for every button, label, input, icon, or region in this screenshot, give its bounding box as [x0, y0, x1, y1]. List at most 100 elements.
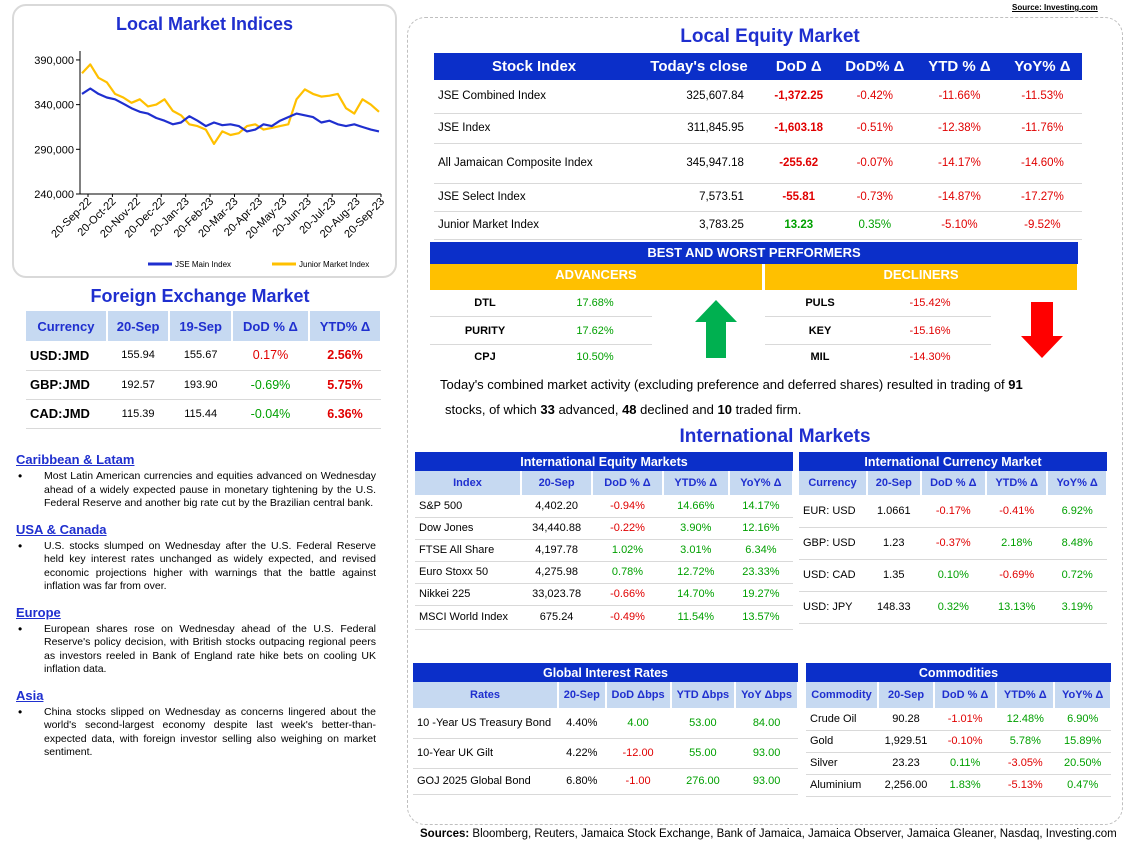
- intl_equity-dod: -0.22%: [592, 517, 663, 540]
- intl_equity-ytd: 11.54%: [662, 605, 729, 630]
- news-heading: Asia: [16, 687, 44, 703]
- intl_equity-yoy: 14.17%: [728, 495, 793, 518]
- equity-ytd: -11.66%: [916, 80, 1003, 114]
- equity-ytd: -14.87%: [916, 183, 1003, 212]
- rates-dod: -1.00: [605, 768, 671, 795]
- equity-row: JSE Select Index 7,573.51 -55.81 -0.73% -14.…: [434, 183, 1082, 212]
- intl_fx-ytd: -0.41%: [986, 495, 1048, 528]
- summary-firm: 10: [717, 402, 732, 417]
- fx-table: Currency 20-Sep 19-Sep DoD % Δ YTD% Δ USD:JM…: [26, 311, 382, 429]
- intl_fx-name: USD: CAD: [799, 559, 867, 592]
- intl_equity-yoy: 19.27%: [728, 583, 793, 606]
- intl_fx-header-cell: DoD % Δ: [920, 471, 988, 495]
- equity-dodp: -0.73%: [833, 183, 917, 212]
- rates-header-cell: Rates: [413, 682, 559, 708]
- advancers-row: PURITY 17.62%: [430, 317, 652, 345]
- intl_equity-header-cell: Index: [415, 471, 522, 495]
- equity-close: 3,783.25: [634, 211, 764, 240]
- rates-row: GOJ 2025 Global Bond 6.80% -1.00 276.00 93.0…: [413, 768, 798, 795]
- equity-row: JSE Index 311,845.95 -1,603.18 -0.51% -12.38…: [434, 113, 1082, 144]
- commodities-yoy: 6.90%: [1054, 708, 1111, 731]
- intl_fx-value: 148.33: [867, 591, 921, 624]
- intl-fx-header-row: Currency 20-Sep DoD % Δ YTD% Δ YoY% Δ: [799, 471, 1108, 495]
- commodities-yoy: 0.47%: [1054, 774, 1111, 797]
- intl_equity-header-cell: DoD % Δ: [592, 471, 664, 495]
- intl_fx-header-cell: YTD% Δ: [986, 471, 1049, 495]
- decliners-pct: -14.30%: [909, 351, 951, 363]
- news-heading: USA & Canada: [16, 521, 107, 537]
- equity-dod: -255.62: [763, 143, 834, 184]
- commodities-yoy: 15.89%: [1054, 730, 1111, 753]
- news-bullet: China stocks slipped on Wednesday as con…: [16, 706, 376, 760]
- fx-currency: CAD:JMD: [26, 399, 107, 429]
- y-tick-label: 390,000: [34, 55, 74, 67]
- equity-dod: -55.81: [763, 183, 834, 212]
- advancers-symbol: DTL: [474, 297, 496, 309]
- rates-row: 10 -Year US Treasury Bond 4.40% 4.00 53.00 8…: [413, 708, 798, 739]
- rates-value: 4.22%: [558, 738, 606, 769]
- equity-header-cell: Stock Index: [491, 58, 577, 75]
- equity-row: JSE Combined Index 325,607.84 -1,372.25 -0.…: [434, 80, 1082, 114]
- equity-yoy: -17.27%: [1002, 183, 1082, 212]
- summary-text-4: declined and: [636, 402, 718, 417]
- commodities-row: Crude Oil 90.28 -1.01% 12.48% 6.90%: [806, 708, 1111, 731]
- fx-currency: USD:JMD: [26, 341, 107, 371]
- advancers-label: ADVANCERS: [430, 264, 762, 290]
- intl_fx-name: USD: JPY: [799, 591, 867, 624]
- intl_equity-value: 33,023.78: [521, 583, 593, 606]
- intl_fx-value: 1.35: [867, 559, 921, 592]
- legend-label: JSE Main Index: [175, 260, 231, 269]
- commodities-ytd: 12.48%: [996, 708, 1055, 731]
- intl_fx-name: EUR: USD: [799, 495, 867, 528]
- fx-header-row: Currency 20-Sep 19-Sep DoD % Δ YTD% Δ: [26, 311, 382, 341]
- summary-text-2: stocks, of which: [445, 402, 541, 417]
- performers-title: BEST AND WORST PERFORMERS: [430, 242, 1078, 264]
- equity-dodp: 0.35%: [833, 211, 917, 240]
- intl_equity-row: Nikkei 225 33,023.78 -0.66% 14.70% 19.27%: [415, 583, 793, 606]
- intl_fx-ytd: -0.69%: [986, 559, 1048, 592]
- intl-equity-table: International Equity Markets Index 20-Sep…: [415, 452, 795, 630]
- fx-row: USD:JMD 155.94 155.67 0.17% 2.56%: [26, 341, 381, 371]
- decliners-row: KEY -15.16%: [765, 317, 991, 345]
- intl_fx-ytd: 2.18%: [986, 527, 1048, 560]
- commodities-header-cell: 20-Sep: [878, 682, 936, 708]
- equity-yoy: -14.60%: [1002, 143, 1082, 184]
- intl_equity-dod: -0.94%: [592, 495, 663, 518]
- advancers-symbol: PURITY: [464, 324, 506, 337]
- equity-dodp: -0.07%: [833, 143, 917, 184]
- equity-dod: -1,603.18: [763, 113, 834, 144]
- intl_equity-name: S&P 500: [415, 495, 521, 518]
- equity-close: 7,573.51: [634, 183, 764, 212]
- decliners-row: PULS -15.42%: [765, 290, 991, 317]
- news-section: Caribbean & Latam Most Latin American cur…: [16, 452, 376, 760]
- equity-close: 345,947.18: [634, 143, 764, 184]
- up-arrow-icon: [695, 300, 737, 358]
- intl_equity-row: Dow Jones 34,440.88 -0.22% 3.90% 12.16%: [415, 517, 793, 540]
- rates-ytd: 276.00: [670, 768, 736, 795]
- intl_equity-value: 4,402.20: [521, 495, 593, 518]
- news-heading: Caribbean & Latam: [16, 452, 135, 467]
- intl_equity-value: 34,440.88: [521, 517, 593, 540]
- y-tick-label: 240,000: [34, 189, 74, 201]
- indices-chart: 390,000340,000290,000240,00020-Sep-2220-…: [34, 51, 387, 269]
- intl_fx-dod: -0.17%: [920, 495, 987, 528]
- fx-header-cell: YTD% Δ: [309, 311, 382, 341]
- intl_equity-yoy: 6.34%: [728, 539, 793, 562]
- commodities-dod: -0.10%: [934, 730, 997, 753]
- fx-row: GBP:JMD 192.57 193.90 -0.69% 5.75%: [26, 370, 381, 400]
- equity-ytd: -14.17%: [916, 143, 1003, 184]
- fx-value-19sep: 155.67: [169, 341, 232, 371]
- intl-fx-table: International Currency Market Currency 20…: [799, 452, 1108, 624]
- right-panel-border: [407, 17, 1123, 825]
- rates-yoy: 84.00: [735, 708, 798, 739]
- intl_equity-yoy: 23.33%: [728, 561, 793, 584]
- decliners-pct: -15.42%: [909, 297, 951, 309]
- advancers-list: DTL 17.68% PURITY 17.62% CPJ 10.50%: [430, 290, 652, 369]
- indices-chart-title: Local Market Indices: [115, 14, 294, 34]
- commodities-name: Crude Oil: [806, 708, 878, 731]
- intl_fx-yoy: 6.92%: [1047, 495, 1107, 528]
- sources-label: Sources:: [420, 828, 470, 840]
- equity-header-cell: DoD Δ: [775, 58, 822, 75]
- rates-header-cell: YoY Δbps: [735, 682, 799, 708]
- intl_equity-ytd: 3.01%: [662, 539, 729, 562]
